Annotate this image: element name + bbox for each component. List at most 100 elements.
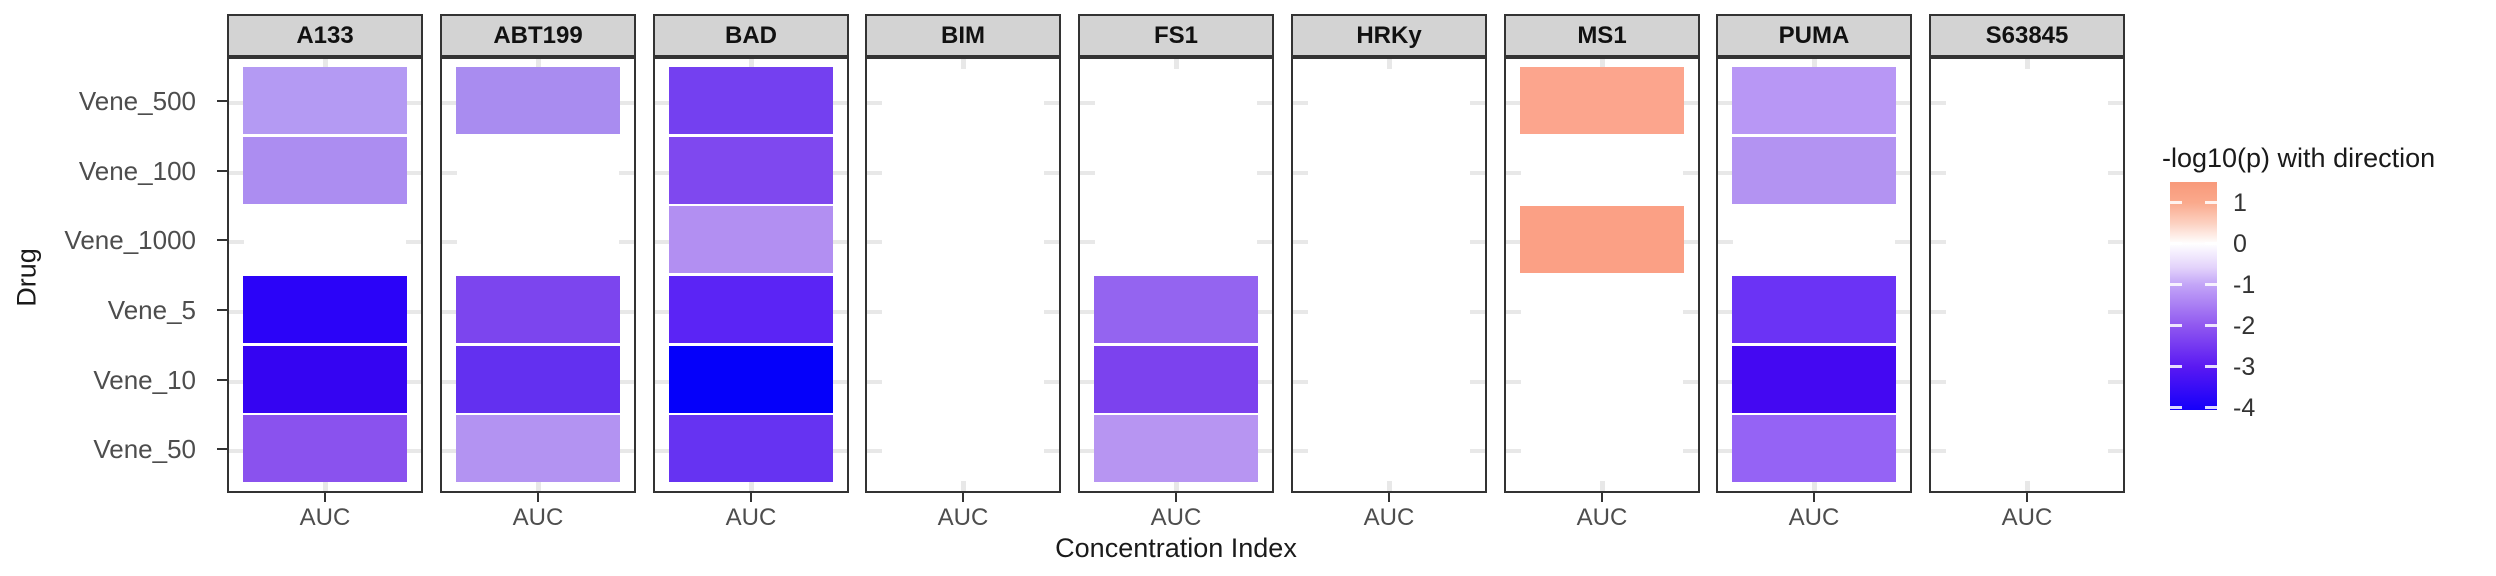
heatmap-tile-PUMA-Vene_500	[1732, 67, 1896, 135]
grid-dash-left	[1506, 379, 1521, 384]
grid-dash-bottom	[961, 481, 966, 491]
facet-strip-label: MS1	[1577, 21, 1627, 49]
facet-panel-ABT199	[440, 57, 636, 493]
grid-dash-bottom	[1812, 481, 1817, 491]
heatmap-tile-A133-Vene_5	[243, 276, 407, 344]
grid-dash-top	[961, 59, 966, 69]
y-tick-label-Vene_500: Vene_500	[78, 85, 196, 116]
y-tick-label-Vene_1000: Vene_1000	[64, 225, 196, 256]
grid-dash-left	[1931, 309, 1946, 314]
grid-dash-left	[442, 379, 457, 384]
heatmap-tile-ABT199-Vene_10	[456, 345, 620, 413]
grid-dash-left	[1293, 100, 1308, 105]
facet-strip-label: HRKy	[1356, 21, 1422, 49]
grid-dash-left	[1931, 449, 1946, 454]
grid-dash-left	[1931, 379, 1946, 384]
grid-dash-bottom	[1174, 481, 1179, 491]
legend-tick-mark	[2170, 201, 2182, 205]
facet-panel-MS1	[1504, 57, 1700, 493]
heatmap-tile-MS1-Vene_500	[1520, 67, 1684, 135]
legend-tick-mark	[2170, 283, 2182, 287]
heatmap-tile-A133-Vene_50	[243, 415, 407, 483]
grid-dash-right	[1895, 240, 1910, 245]
heatmap-tile-BAD-Vene_1000	[669, 206, 833, 274]
grid-dash-right	[2108, 100, 2123, 105]
facet-strip-label: BIM	[941, 21, 985, 49]
legend-tick-label--3: -3	[2233, 352, 2256, 381]
y-axis-tick	[217, 169, 227, 172]
x-tick-label-MS1: AUC	[1576, 504, 1628, 531]
grid-dash-right	[1683, 449, 1698, 454]
x-tick-label-BAD: AUC	[725, 504, 777, 531]
y-tick-label-Vene_10: Vene_10	[93, 364, 196, 395]
grid-dash-right	[2108, 170, 2123, 175]
grid-dash-left	[1080, 100, 1095, 105]
grid-dash-right	[1044, 309, 1059, 314]
heatmap-tile-BAD-Vene_100	[669, 136, 833, 204]
facet-strip-label: ABT199	[493, 21, 583, 49]
facet-strip-label: PUMA	[1778, 21, 1850, 49]
x-axis-tick	[1388, 493, 1390, 502]
grid-dash-right	[1257, 309, 1272, 314]
grid-dash-right	[832, 100, 847, 105]
legend-tick-mark	[2205, 324, 2217, 328]
facet-strip-label: FS1	[1153, 21, 1198, 49]
grid-dash-bottom	[2025, 481, 2030, 491]
grid-dash-left	[1718, 379, 1733, 384]
x-tick-label-S63845: AUC	[2001, 504, 2053, 531]
grid-dash-right	[1683, 100, 1698, 105]
grid-dash-left	[655, 379, 670, 384]
grid-dash-left	[1293, 170, 1308, 175]
grid-dash-right	[406, 379, 421, 384]
heatmap-tile-FS1-Vene_5	[1094, 276, 1258, 344]
legend-tick-mark	[2205, 283, 2217, 287]
y-axis-tick	[217, 308, 227, 311]
grid-dash-right	[1683, 240, 1698, 245]
facet-panel-FS1	[1078, 57, 1274, 493]
grid-dash-right	[1044, 379, 1059, 384]
legend-tick-label-1: 1	[2233, 188, 2247, 217]
grid-dash-top	[749, 59, 754, 69]
grid-dash-right	[619, 100, 634, 105]
grid-dash-bottom	[1387, 481, 1392, 491]
grid-dash-right	[832, 309, 847, 314]
grid-dash-left	[655, 309, 670, 314]
legend-tick-mark	[2170, 365, 2182, 369]
grid-dash-left	[655, 449, 670, 454]
grid-dash-left	[1718, 100, 1733, 105]
grid-dash-right	[1044, 100, 1059, 105]
facet-panel-HRKy	[1291, 57, 1487, 493]
legend-tick-label-0: 0	[2233, 229, 2247, 258]
heatmap-tile-PUMA-Vene_5	[1732, 276, 1896, 344]
grid-dash-left	[1718, 240, 1733, 245]
facet-strip-BIM: BIM	[865, 14, 1061, 57]
x-tick-label-BIM: AUC	[937, 504, 989, 531]
grid-dash-left	[229, 449, 244, 454]
y-axis-tick	[217, 378, 227, 381]
grid-dash-right	[2108, 379, 2123, 384]
grid-dash-left	[867, 100, 882, 105]
grid-dash-left	[1080, 309, 1095, 314]
grid-dash-right	[832, 240, 847, 245]
legend-tick-mark	[2170, 406, 2182, 410]
heatmap-tile-FS1-Vene_10	[1094, 345, 1258, 413]
grid-dash-right	[619, 309, 634, 314]
heatmap-tile-BAD-Vene_10	[669, 345, 833, 413]
heatmap-tile-A133-Vene_100	[243, 136, 407, 204]
grid-dash-right	[832, 170, 847, 175]
heatmap-tile-ABT199-Vene_50	[456, 415, 620, 483]
grid-dash-top	[1174, 59, 1179, 69]
grid-dash-right	[1044, 449, 1059, 454]
x-axis-tick	[1813, 493, 1815, 502]
grid-dash-right	[619, 379, 634, 384]
grid-dash-left	[1506, 309, 1521, 314]
y-axis-tick	[217, 99, 227, 102]
heatmap-tile-FS1-Vene_50	[1094, 415, 1258, 483]
x-axis-tick	[324, 493, 326, 502]
grid-dash-right	[1895, 309, 1910, 314]
grid-dash-bottom	[323, 481, 328, 491]
legend-tick-mark	[2205, 406, 2217, 410]
legend-tick-label--1: -1	[2233, 270, 2256, 299]
grid-dash-left	[1293, 309, 1308, 314]
grid-dash-left	[655, 240, 670, 245]
